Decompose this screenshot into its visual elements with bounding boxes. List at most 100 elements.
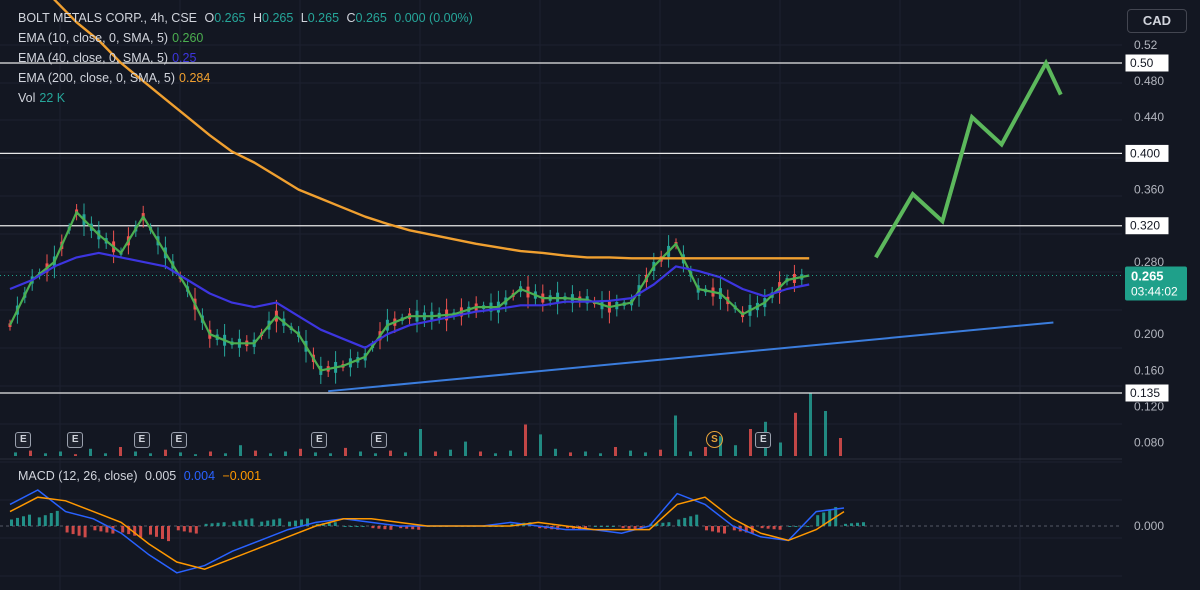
macd-histogram-bar (599, 526, 603, 527)
macd-histogram-bar (167, 526, 170, 542)
ascending-trendline (328, 321, 1054, 393)
macd-histogram-bar (278, 518, 282, 526)
legend-ema40[interactable]: EMA (40, close, 0, SMA, 5) 0.25 (18, 48, 196, 68)
earnings-marker[interactable]: E (170, 432, 187, 448)
volume-bar (14, 452, 17, 456)
macd-histogram-bar (83, 526, 87, 538)
earnings-marker[interactable]: E (15, 432, 32, 448)
volume-bar (614, 447, 617, 456)
macd-histogram-bar (778, 526, 782, 530)
macd-histogram-bar (55, 510, 59, 526)
macd-histogram-bar (238, 520, 242, 526)
legend-macd[interactable]: MACD (12, 26, close) 0.005 0.004 −0.001 (18, 466, 261, 486)
macd-histogram-bar (260, 521, 264, 526)
volume-bar (74, 454, 77, 456)
macd-histogram-bar (16, 517, 19, 526)
macd-histogram-bar (772, 526, 776, 530)
volume-label: Vol (18, 91, 36, 105)
level-price-tag (1124, 53, 1170, 73)
volume-bar (389, 450, 392, 456)
volume-bar (464, 441, 467, 456)
macd-histogram-bar (667, 522, 671, 526)
macd-histogram-bar (723, 526, 726, 534)
macd-histogram-bar (294, 520, 297, 526)
macd-histogram-bar (371, 526, 375, 529)
ohlc-high: H0.265 (252, 11, 294, 25)
legend-volume[interactable]: Vol 22 K (18, 88, 65, 108)
macd-histogram-bar (216, 522, 220, 526)
bullish-projection-arrow (874, 58, 1063, 259)
macd-histogram-bar (111, 526, 115, 534)
level-price-label: 0.135 (1130, 386, 1160, 400)
volume-bar (239, 445, 242, 456)
macd-histogram-bar (683, 517, 687, 526)
ema-lines (9, 0, 810, 372)
macd-histogram-bar (127, 526, 131, 535)
macd-histogram-bar (766, 526, 770, 529)
volume-bar (419, 429, 422, 456)
volume-bar (374, 453, 377, 456)
macd-histogram-bar (306, 518, 309, 526)
earnings-marker[interactable]: E (67, 432, 84, 448)
price-tick-label: 0.120 (1134, 400, 1164, 414)
macd-histogram-bar (155, 526, 158, 537)
earnings-marker[interactable]: E (370, 432, 387, 448)
ema200-label: EMA (200, close, 0, SMA, 5) (18, 71, 176, 85)
macd-histogram-bar (717, 526, 720, 533)
legend-symbol-row: BOLT METALS CORP., 4h, CSE O0.265 H0.265… (18, 8, 473, 28)
macd-histogram-bar (182, 526, 186, 532)
macd-histogram-bar (689, 516, 693, 526)
legend-ema10[interactable]: EMA (10, close, 0, SMA, 5) 0.260 (18, 28, 203, 48)
horizontal-levels[interactable] (0, 62, 1122, 394)
macd-histogram-bar (760, 526, 764, 529)
macd-histogram-bar (300, 519, 303, 526)
macd-histogram-bar (49, 513, 53, 526)
ohlc-open: O0.265 (204, 11, 246, 25)
volume-bar (479, 451, 482, 456)
volume-bar (599, 453, 602, 456)
macd-histogram-bar (161, 526, 164, 539)
level-price-label: 0.50 (1130, 56, 1154, 70)
macd-histogram-bar (188, 526, 192, 533)
volume-bar (44, 453, 47, 456)
macd-histogram-bar (695, 514, 699, 526)
earnings-marker[interactable]: E (133, 432, 150, 448)
trendline-group[interactable] (328, 321, 1054, 393)
volume-bar (179, 452, 182, 456)
volume-bar (509, 450, 512, 456)
macd-signal-value: 0.004 (183, 469, 216, 483)
split-marker[interactable]: S (706, 431, 723, 448)
macd-pane (0, 489, 1122, 574)
macd-histogram-bar (788, 526, 792, 527)
volume-bar (149, 453, 152, 456)
macd-histogram-bar (194, 526, 198, 534)
volume-bar (689, 451, 692, 456)
volume-bar (794, 412, 797, 456)
macd-histogram-bar (566, 526, 569, 529)
macd-histogram-bar (71, 526, 75, 535)
volume-bar (449, 449, 452, 456)
macd-histogram-bar (10, 519, 13, 526)
macd-signal-line (9, 496, 845, 570)
volume-bar (59, 451, 62, 456)
currency-button[interactable]: CAD (1127, 9, 1187, 33)
macd-histogram-bar (204, 523, 208, 526)
legend-ema200[interactable]: EMA (200, close, 0, SMA, 5) 0.284 (18, 68, 210, 88)
macd-histogram-bar (605, 526, 609, 527)
earnings-marker[interactable]: E (755, 432, 772, 448)
volume-bar (839, 438, 842, 456)
macd-tick-label: 0.000 (1134, 519, 1164, 533)
volume-bar (314, 452, 317, 456)
macd-histogram-bar (22, 516, 25, 526)
volume-bar (719, 436, 722, 456)
volume-bar (209, 451, 212, 456)
volume-bar (89, 448, 92, 456)
macd-histogram-bar (250, 518, 254, 526)
price-tick-label: 0.360 (1134, 183, 1164, 197)
macd-hist-value: −0.001 (222, 469, 262, 483)
volume-bar (584, 451, 587, 456)
level-price-tag (1124, 216, 1170, 236)
earnings-marker[interactable]: E (311, 432, 328, 448)
